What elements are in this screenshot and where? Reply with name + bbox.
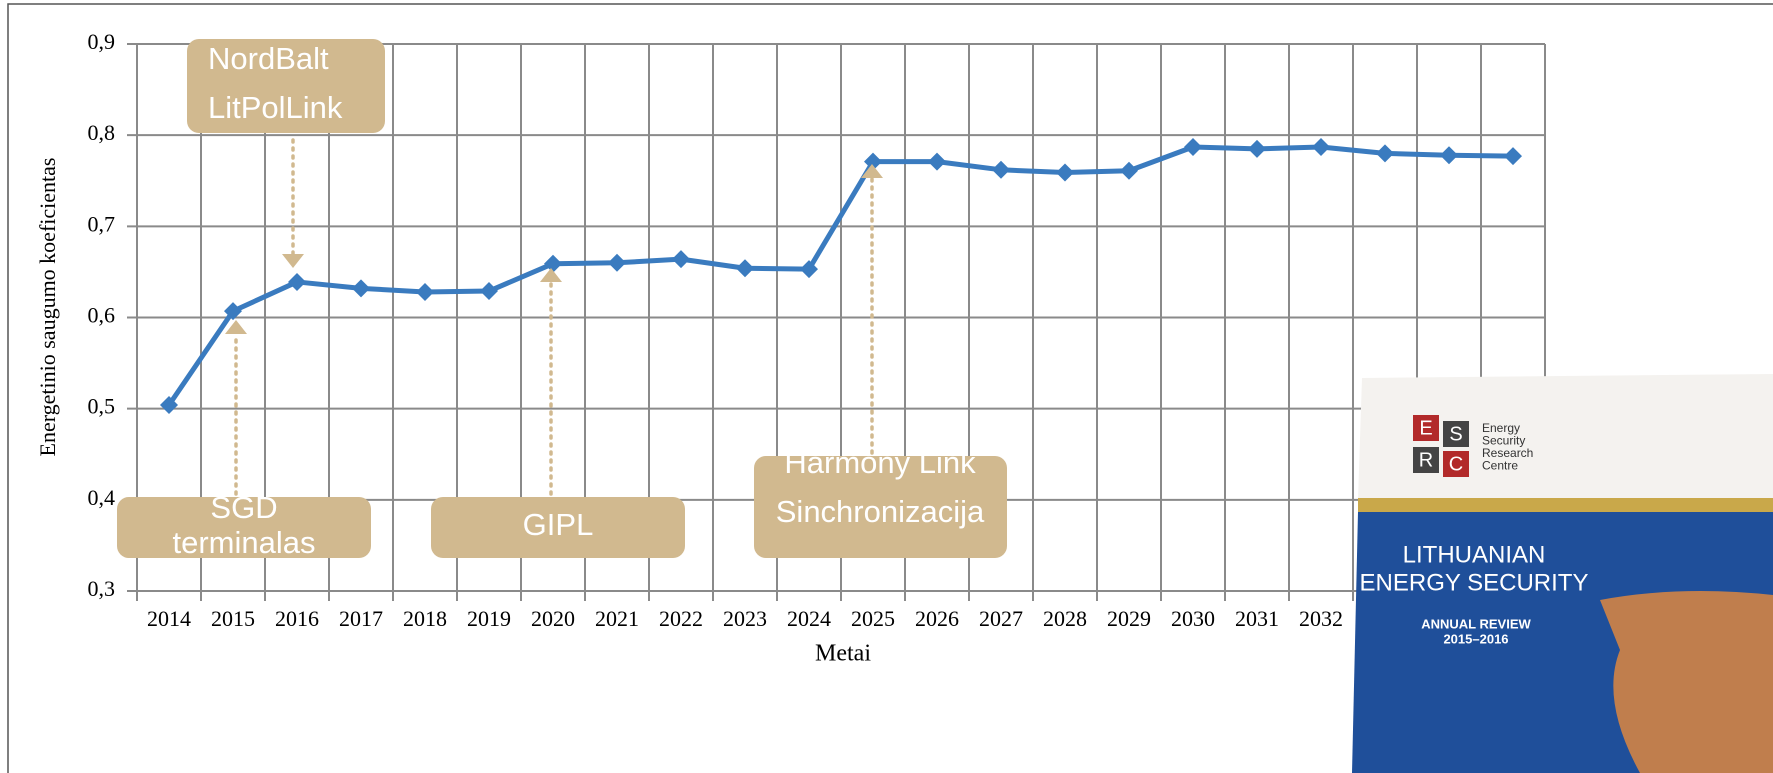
cover-subtitle: ANNUAL REVIEW <box>1421 616 1531 631</box>
x-tick-label: 2018 <box>403 606 447 631</box>
x-tick-label: 2025 <box>851 606 895 631</box>
annotation-text: Sinchronizacija <box>776 494 985 529</box>
x-tick-label: 2028 <box>1043 606 1087 631</box>
x-tick-label: 2027 <box>979 606 1023 631</box>
x-tick-label: 2029 <box>1107 606 1151 631</box>
annotation-text: terminalas <box>173 525 316 560</box>
x-tick-label: 2014 <box>147 606 191 631</box>
y-tick-label: 0,6 <box>88 303 116 328</box>
x-tick-label: 2023 <box>723 606 767 631</box>
cover-title: LITHUANIAN <box>1403 541 1546 568</box>
data-point <box>1376 144 1394 162</box>
data-point <box>1120 162 1138 180</box>
annotation-text: Harmony Link <box>784 445 976 480</box>
logo-letter: R <box>1419 449 1433 471</box>
y-axis-title: Energetinio saugumo koeficientas <box>35 158 60 457</box>
chart: Energetinio saugumo koeficientas Metai 0… <box>0 0 1773 773</box>
y-tick-label: 0,9 <box>88 29 116 54</box>
annotation-text: SGD <box>210 490 277 525</box>
x-tick-label: 2030 <box>1171 606 1215 631</box>
x-tick-label: 2032 <box>1299 606 1343 631</box>
cover-subtitle: 2015–2016 <box>1443 631 1508 646</box>
x-tick-label: 2021 <box>595 606 639 631</box>
data-point <box>608 254 626 272</box>
data-point <box>480 282 498 300</box>
annotation-text: LitPolLink <box>208 90 343 125</box>
data-point <box>352 279 370 297</box>
cover-title: ENERGY SECURITY <box>1360 569 1589 596</box>
logo-letter: S <box>1449 423 1462 445</box>
cover-strip <box>1358 498 1773 512</box>
data-point <box>1056 164 1074 182</box>
data-point <box>544 255 562 273</box>
cover-org: Centre <box>1482 459 1518 473</box>
annotation-arrowhead <box>282 254 304 268</box>
data-point <box>1248 140 1266 158</box>
x-axis-title: Metai <box>815 641 871 667</box>
data-point <box>736 259 754 277</box>
data-point <box>288 273 306 291</box>
annotation-text: GIPL <box>523 507 594 542</box>
x-tick-label: 2026 <box>915 606 959 631</box>
x-tick-label: 2022 <box>659 606 703 631</box>
logo-letter: C <box>1449 453 1463 475</box>
y-tick-label: 0,5 <box>88 394 116 419</box>
data-point <box>1312 138 1330 156</box>
data-point <box>1504 147 1522 165</box>
data-point <box>992 161 1010 179</box>
data-point <box>672 250 690 268</box>
x-tick-label: 2015 <box>211 606 255 631</box>
x-tick-label: 2016 <box>275 606 319 631</box>
y-tick-label: 0,4 <box>88 485 116 510</box>
data-point <box>928 153 946 171</box>
annotation-text: NordBalt <box>208 41 329 76</box>
y-tick-label: 0,7 <box>88 211 116 236</box>
x-tick-label: 2020 <box>531 606 575 631</box>
logo-letter: E <box>1419 417 1432 439</box>
data-point <box>1184 138 1202 156</box>
y-tick-label: 0,3 <box>88 576 116 601</box>
x-tick-label: 2017 <box>339 606 383 631</box>
x-tick-label: 2031 <box>1235 606 1279 631</box>
data-point <box>1440 146 1458 164</box>
x-tick-label: 2019 <box>467 606 511 631</box>
annotation-arrowhead <box>861 164 883 178</box>
x-tick-label: 2024 <box>787 606 831 631</box>
data-point <box>416 283 434 301</box>
y-tick-label: 0,8 <box>88 120 116 145</box>
